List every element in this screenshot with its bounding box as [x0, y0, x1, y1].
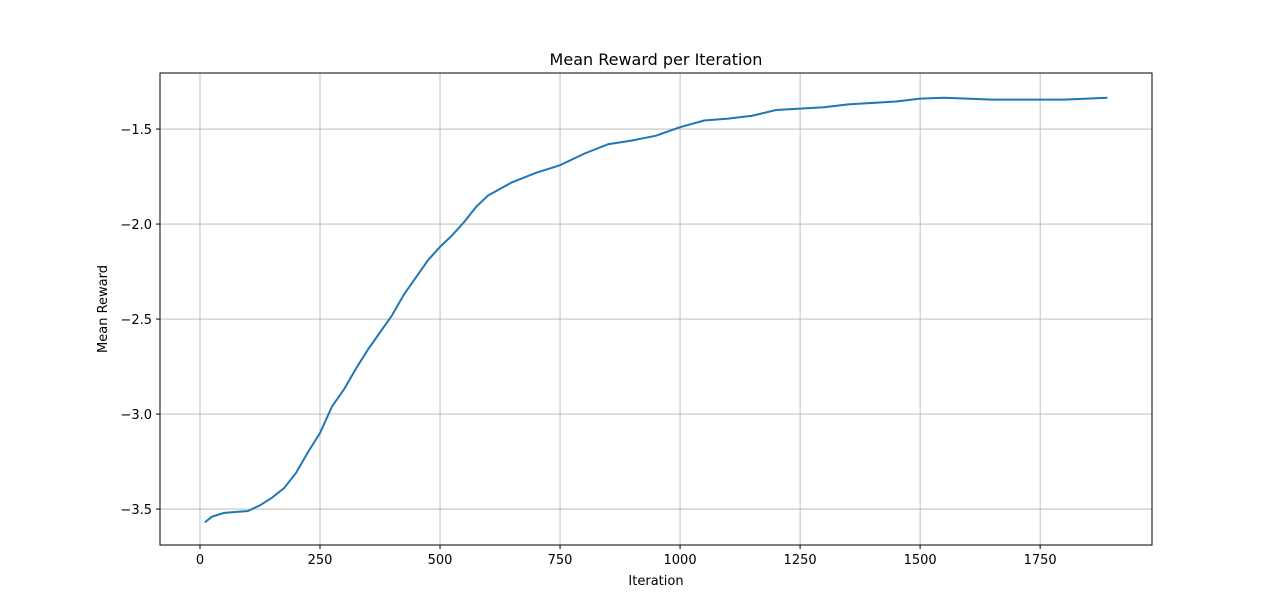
y-tick-label: −1.5 [120, 123, 152, 138]
x-tick-label: 1000 [664, 553, 697, 568]
y-tick-label: −2.5 [120, 313, 152, 328]
x-tick-label: 1750 [1024, 553, 1057, 568]
x-tick-label: 1250 [784, 553, 817, 568]
y-tick-label: −3.0 [120, 408, 152, 423]
x-axis-label: Iteration [628, 574, 683, 589]
x-tick-label: 250 [308, 553, 333, 568]
x-tick-label: 0 [196, 553, 204, 568]
y-tick-label: −3.5 [120, 503, 152, 518]
plot-frame [159, 72, 1153, 546]
chart-title: Mean Reward per Iteration [550, 50, 763, 69]
y-axis-label: Mean Reward [96, 265, 111, 353]
x-tick-label: 1500 [904, 553, 937, 568]
data-line [204, 96, 1108, 524]
y-tick-label: −2.0 [120, 218, 152, 233]
x-tick-label: 500 [428, 553, 453, 568]
x-tick-label: 750 [548, 553, 573, 568]
